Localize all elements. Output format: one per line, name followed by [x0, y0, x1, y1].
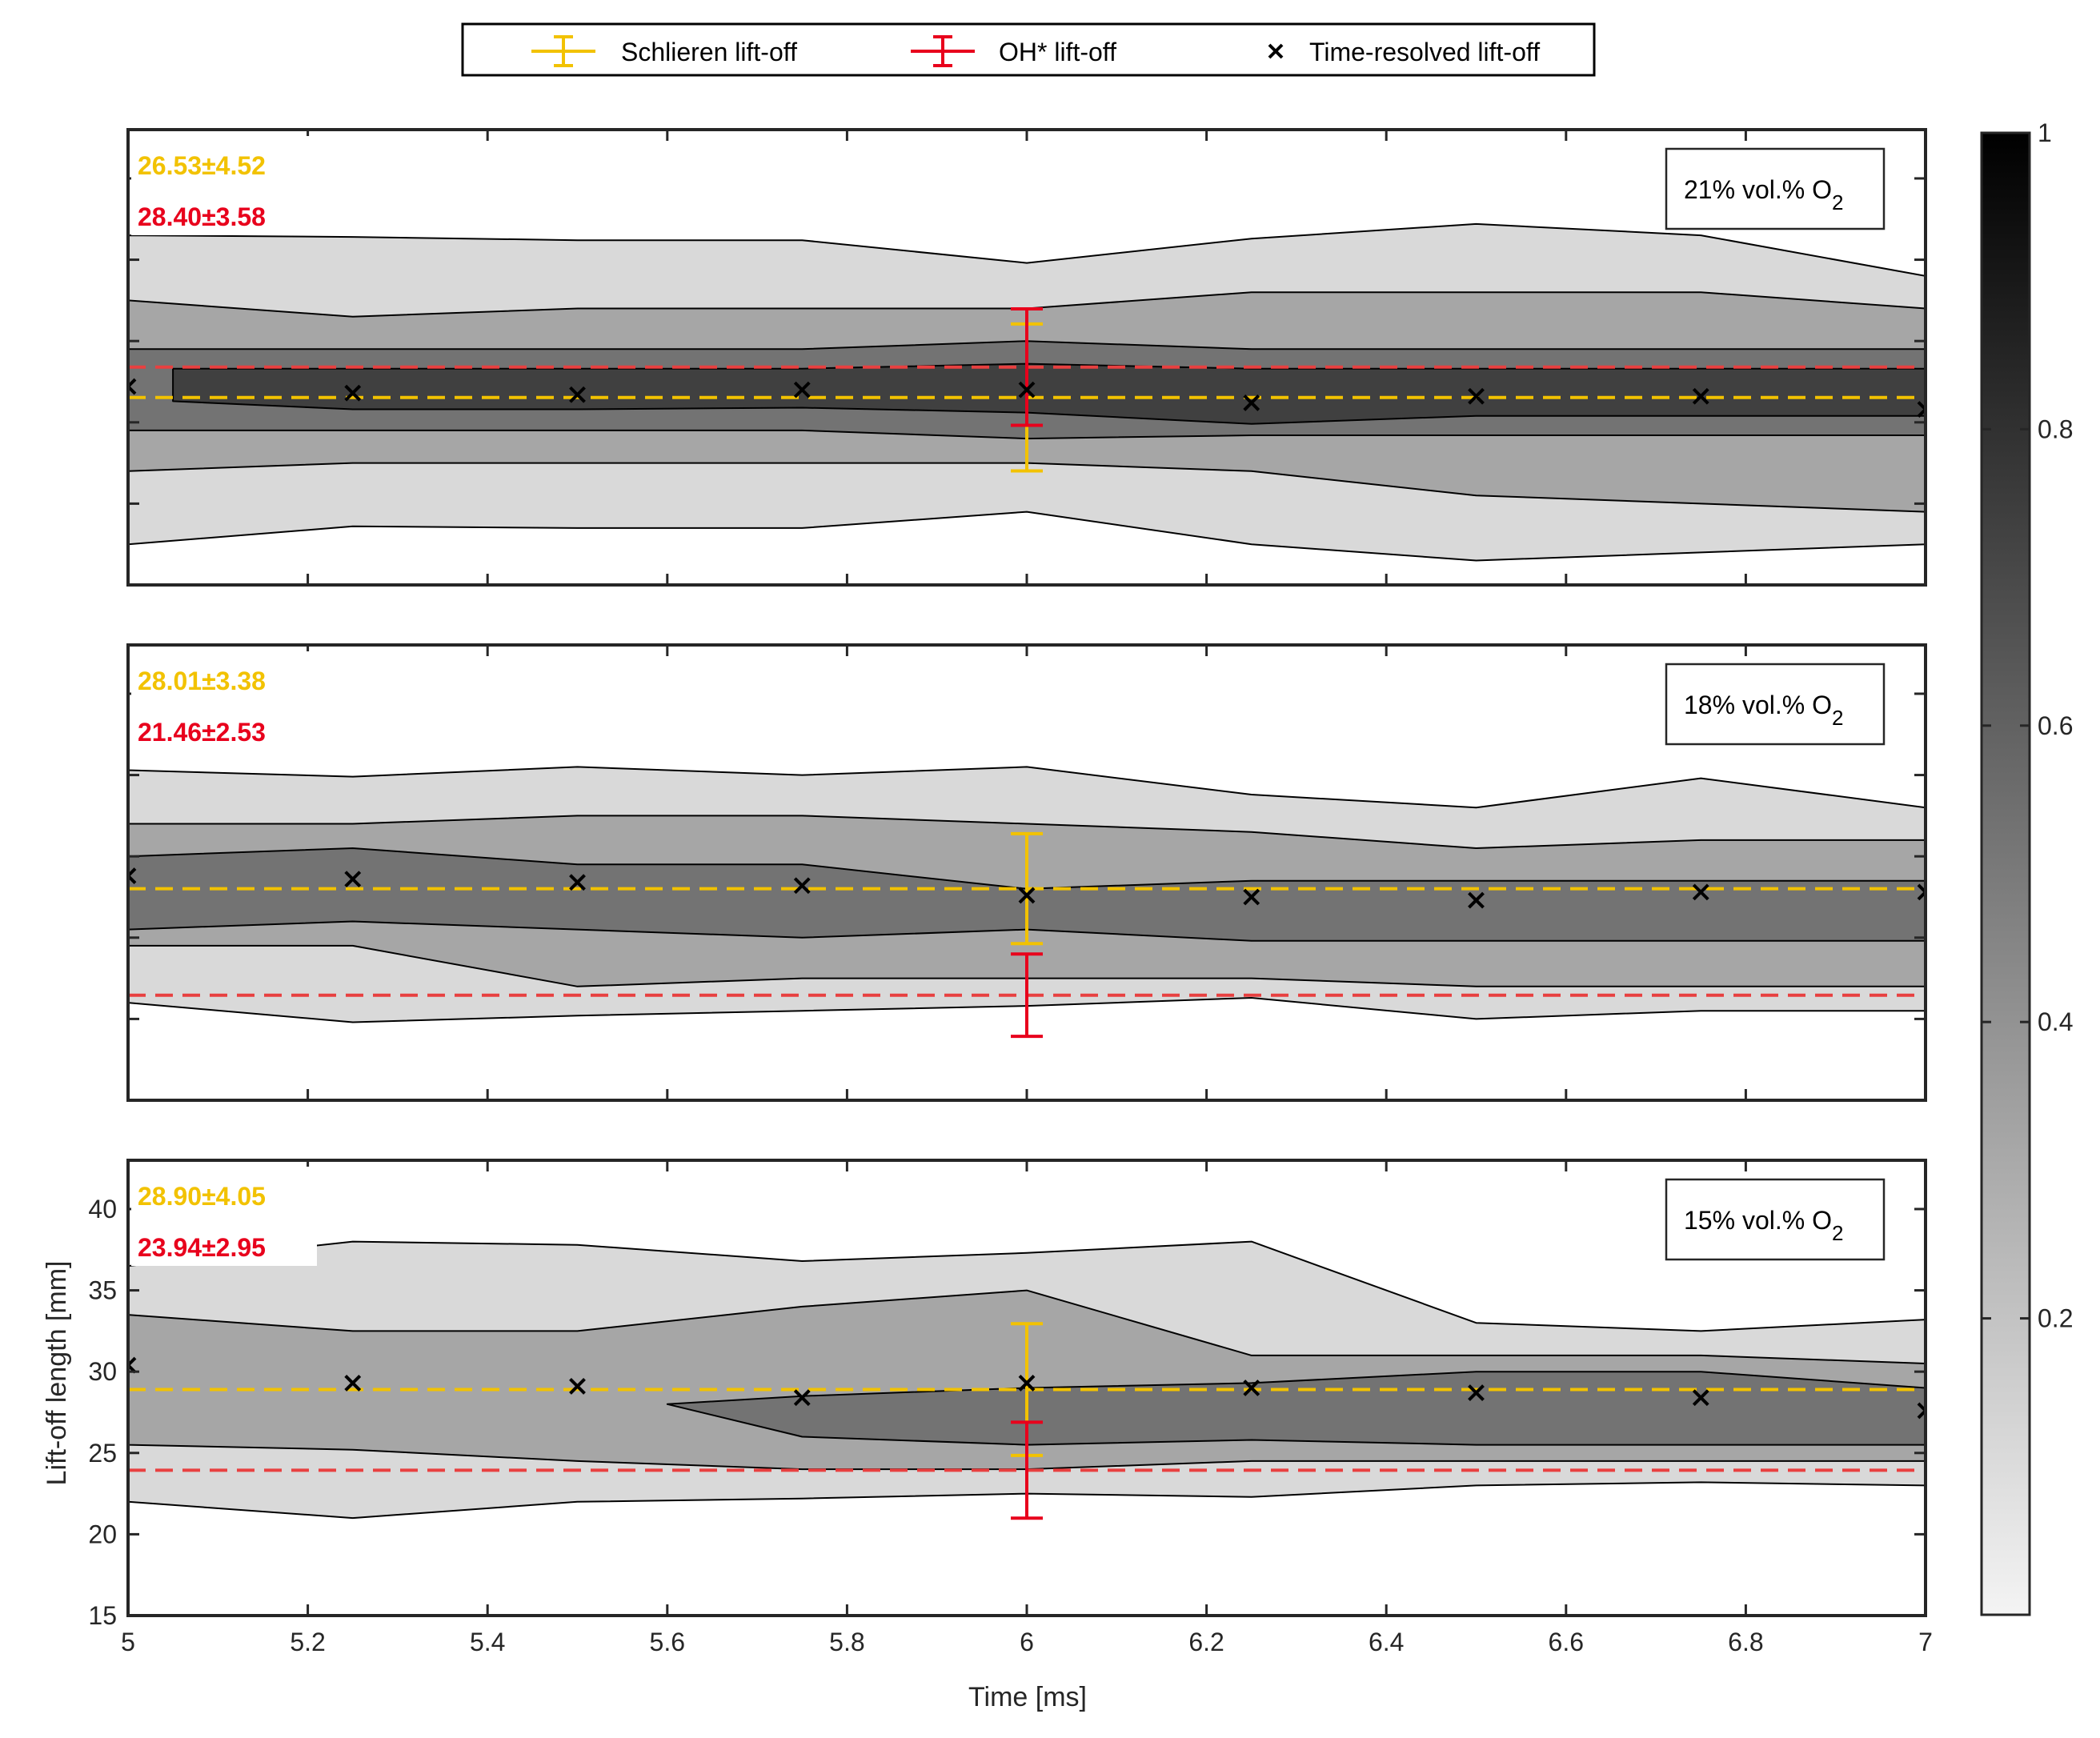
y-axis-label: Lift-off length [mm] [42, 1261, 72, 1486]
time-resolved-marker [1468, 387, 1485, 405]
legend-label-schlieren: Schlieren lift-off [621, 38, 797, 66]
time-resolved-marker [1692, 387, 1709, 405]
colorbar-tick-label: 1 [2038, 118, 2052, 147]
time-resolved-marker [1917, 1402, 1926, 1420]
oh-value-text: 28.40±3.58 [138, 202, 266, 231]
time-resolved-marker [569, 386, 586, 403]
schlieren-value-text: 28.90±4.05 [138, 1182, 266, 1211]
time-resolved-marker [793, 877, 811, 895]
y-tick-label: 30 [88, 1357, 117, 1386]
annotation-bg [131, 651, 317, 751]
time-resolved-marker [344, 384, 362, 402]
contour-group [128, 1240, 1926, 1520]
x-tick-label: 6.4 [1369, 1628, 1404, 1656]
x-tick-label: 6.6 [1549, 1628, 1584, 1656]
x-tick-label: 5.8 [829, 1628, 864, 1656]
time-resolved-marker [1243, 394, 1260, 411]
legend: Schlieren lift-off OH* lift-off Time-res… [461, 22, 1596, 77]
contour-group [128, 222, 1926, 562]
time-resolved-marker [1468, 891, 1485, 909]
panel-3: 5 5.2 5.4 5.6 5.8 6 6.2 6.4 6.6 6.8 7 15 20 25 30 35 40 2… [88, 1159, 1933, 1656]
y-tick-label: 40 [88, 1195, 117, 1223]
oh-errorbar [1011, 952, 1043, 1039]
legend-item-oh: OH* lift-off [911, 35, 1116, 67]
time-resolved-marker [1692, 1389, 1709, 1407]
time-resolved-marker [569, 874, 586, 891]
x-tick-label: 5.4 [470, 1628, 505, 1656]
time-resolved-marker [1018, 1374, 1036, 1392]
x-tick-label: 7 [1918, 1628, 1933, 1656]
annotation-bg [131, 1167, 317, 1266]
y-tick-label: 25 [88, 1439, 117, 1468]
colorbar-tick-label: 0.2 [2038, 1304, 2073, 1333]
legend-label-time-resolved: Time-resolved lift-off [1309, 38, 1540, 66]
colorbar: 0.2 0.4 0.6 0.8 1 [1980, 118, 2073, 1616]
annotation-bg [131, 136, 317, 235]
time-resolved-marker [1917, 883, 1926, 901]
oh-errorbar [1011, 306, 1043, 427]
colorbar-tick-label: 0.8 [2038, 414, 2073, 443]
x-tick-label: 6 [1020, 1628, 1034, 1656]
contour-group [128, 766, 1926, 1039]
time-resolved-marker [128, 867, 137, 884]
legend-item-time-resolved: Time-resolved lift-off [1268, 38, 1540, 66]
schlieren-value-text: 26.53±4.52 [138, 151, 266, 180]
time-resolved-marker [128, 1356, 137, 1374]
time-resolved-marker [793, 381, 811, 398]
x-tick-label: 5.2 [290, 1628, 325, 1656]
time-resolved-marker [1018, 887, 1036, 904]
schlieren-value-text: 28.01±3.38 [138, 667, 266, 695]
x-tick-label: 6.2 [1188, 1628, 1224, 1656]
y-tick-label: 20 [88, 1520, 117, 1548]
schlieren-errorbar [1011, 831, 1043, 946]
time-resolved-marker [1018, 381, 1036, 398]
oh-value-text: 23.94±2.95 [138, 1233, 266, 1262]
oh-errorbar [1011, 1420, 1043, 1520]
x-tick-label: 6.8 [1728, 1628, 1763, 1656]
colorbar-tick-label: 0.6 [2038, 711, 2073, 740]
time-resolved-marker [344, 871, 362, 888]
oh-value-text: 21.46±2.53 [138, 718, 266, 747]
y-tick-label: 35 [88, 1276, 117, 1305]
time-resolved-marker [1917, 401, 1926, 418]
time-resolved-marker [1243, 1380, 1260, 1396]
legend-label-oh: OH* lift-off [999, 38, 1116, 66]
panel-label-box [1665, 1178, 1886, 1261]
panel-label-box [1665, 147, 1886, 230]
legend-item-schlieren: Schlieren lift-off [531, 35, 797, 67]
contour-level-0.6 [172, 362, 1926, 425]
time-resolved-marker [1692, 883, 1709, 901]
x-axis-label: Time [ms] [968, 1682, 1087, 1712]
time-resolved-marker [1243, 888, 1260, 906]
time-resolved-marker [128, 378, 137, 395]
y-tick-label: 15 [88, 1601, 117, 1630]
time-resolved-marker [569, 1378, 586, 1395]
time-resolved-marker [793, 1389, 811, 1407]
panel-label-box [1665, 663, 1886, 746]
x-tick-label: 5.6 [650, 1628, 685, 1656]
colorbar-tick-label: 0.4 [2038, 1007, 2073, 1036]
x-tick-label: 5 [121, 1628, 135, 1656]
time-resolved-marker [344, 1374, 362, 1392]
time-resolved-marker [1468, 1384, 1485, 1402]
